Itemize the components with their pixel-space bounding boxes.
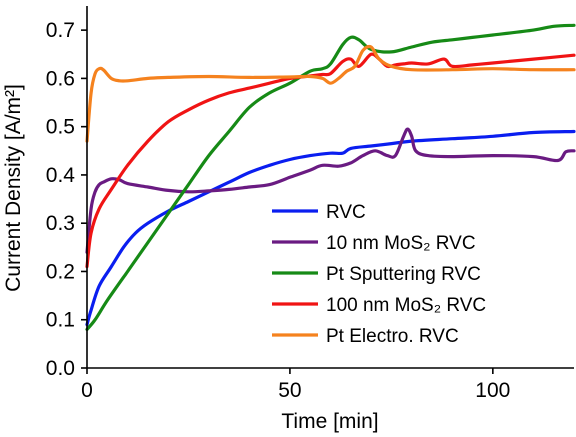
series-line-4 bbox=[85, 52, 576, 269]
y-tick-label: 0.0 bbox=[46, 357, 75, 380]
y-tick-label: 0.5 bbox=[46, 116, 75, 139]
x-tick-label: 100 bbox=[475, 379, 510, 402]
plot-lines bbox=[85, 23, 576, 331]
y-tick-label: 0.6 bbox=[46, 67, 75, 90]
legend-label-3: Pt Sputtering RVC bbox=[326, 264, 481, 285]
axes: 0.0 0.1 0.2 0.3 0.4 0.5 0.6 0.7 0 50 100 bbox=[46, 6, 574, 402]
series-line-3 bbox=[85, 23, 576, 331]
legend: RVC 10 nm MoS₂ RVC Pt Sputtering RVC 100 nm… bbox=[272, 202, 486, 347]
legend-label-4: 100 nm MoS₂ RVC bbox=[326, 295, 486, 316]
x-tick-label: 0 bbox=[81, 379, 93, 402]
legend-label-2: 10 nm MoS₂ RVC bbox=[326, 233, 476, 254]
y-tick-label: 0.7 bbox=[46, 19, 75, 42]
x-tick-label: 50 bbox=[278, 379, 301, 402]
legend-label-1: RVC bbox=[326, 202, 366, 223]
y-tick-label: 0.2 bbox=[46, 260, 75, 283]
y-tick-label: 0.4 bbox=[46, 164, 76, 187]
y-tick-label: 0.1 bbox=[46, 309, 75, 332]
y-axis-label: Current Density [A/m²] bbox=[2, 84, 25, 292]
y-tick-label: 0.3 bbox=[46, 212, 75, 235]
series-line-5 bbox=[85, 44, 576, 143]
legend-label-5: Pt Electro. RVC bbox=[326, 326, 459, 347]
x-axis-label: Time [min] bbox=[281, 410, 378, 433]
